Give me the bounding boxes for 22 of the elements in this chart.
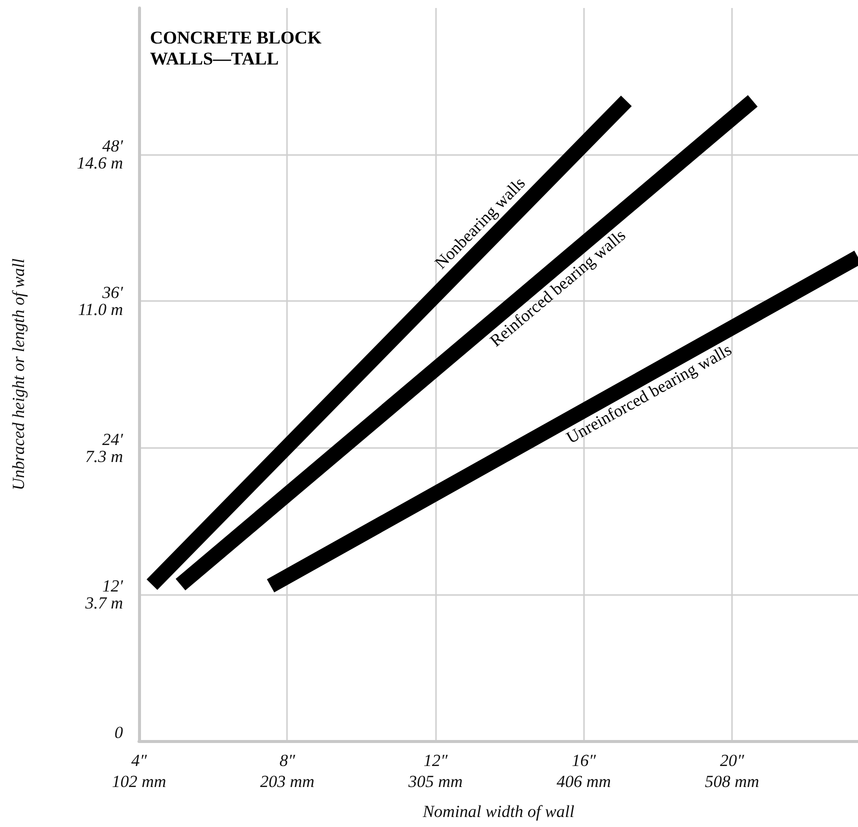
text: CONCRETE BLOCK WALLS—TALL <box>150 28 322 68</box>
x-tick-label: 12″ <box>423 751 448 770</box>
x-tick-label: 16″ <box>572 751 597 770</box>
x2-tick-label: 102 mm <box>112 772 166 791</box>
y2-tick-label: 14.6 m <box>76 154 123 173</box>
y2-tick-label: 11.0 m <box>78 300 123 320</box>
y-tick-label: 36′ <box>101 283 124 302</box>
x-axis-title: Nominal width of wall <box>422 802 575 821</box>
y-tick-label: 24′ <box>102 430 124 449</box>
x-tick-label: 8″ <box>279 751 296 770</box>
x2-tick-label: 508 mm <box>704 772 760 791</box>
x2-tick-label: 203 mm <box>260 772 314 791</box>
x-tick-label: 4″ <box>131 751 148 770</box>
y2-tick-label: 7.3 m <box>85 446 123 466</box>
y-tick-label: 12′ <box>102 576 124 596</box>
y2-axis-title: Unbraced height or length of wall <box>9 258 28 490</box>
y-tick-label: 48′ <box>102 136 124 156</box>
y2-tick-label: 3.7 m <box>84 593 123 612</box>
x-tick-label: 20″ <box>720 751 745 770</box>
y-tick-label: 0 <box>114 723 124 742</box>
x2-tick-label: 305 mm <box>407 772 463 791</box>
x2-tick-label: 406 mm <box>556 772 611 791</box>
